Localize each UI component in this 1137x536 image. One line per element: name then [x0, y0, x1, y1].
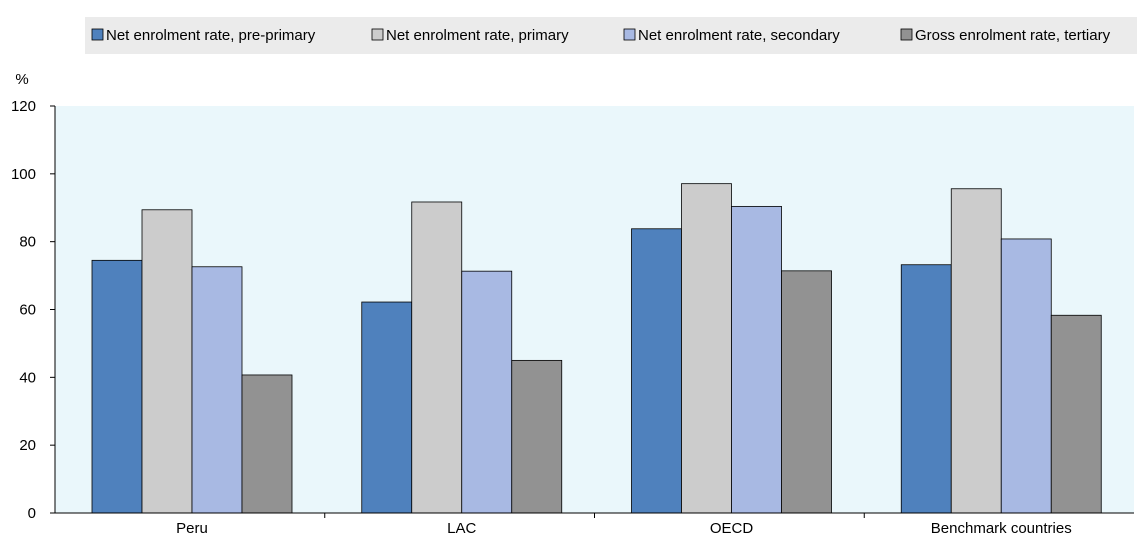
x-category-label: LAC [447, 520, 476, 536]
bar-oecd-series-3 [731, 205, 782, 514]
bar-benchmark-countries-series-4 [1050, 314, 1102, 514]
legend-label: Net enrolment rate, secondary [638, 27, 840, 44]
y-tick-label: 80 [19, 234, 36, 251]
legend-label: Gross enrolment rate, tertiary [915, 27, 1111, 44]
bar-lac-series-1 [361, 301, 413, 514]
x-axis: Peru LAC OECD Benchmark countries [55, 512, 1134, 536]
legend-label: Net enrolment rate, pre-primary [106, 27, 316, 44]
y-tick-label: 120 [11, 98, 36, 115]
bar-lac-series-4 [511, 359, 563, 514]
bar-peru-series-4 [241, 374, 293, 514]
legend-swatch [623, 28, 636, 41]
bar-oecd-series-1 [631, 228, 682, 514]
legend-label: Net enrolment rate, primary [386, 27, 569, 44]
bar-series-group [91, 183, 1102, 514]
y-axis-unit-label: % [15, 71, 28, 88]
bar-benchmark-countries-series-1 [900, 264, 952, 514]
bar-benchmark-countries-series-2 [950, 188, 1002, 514]
y-tick-label: 0 [28, 505, 36, 522]
x-category-label: Peru [176, 520, 208, 536]
legend-swatch [91, 28, 104, 41]
y-axis: 0 20 40 60 80 100 120 [11, 98, 56, 522]
y-tick-label: 100 [11, 166, 36, 183]
bar-peru-series-1 [91, 259, 143, 514]
bar-oecd-series-2 [681, 183, 732, 514]
legend-swatch [900, 28, 913, 41]
bar-oecd-series-4 [781, 270, 832, 514]
y-tick-label: 20 [19, 437, 36, 454]
legend-background [85, 17, 1137, 54]
bar-peru-series-2 [141, 209, 193, 514]
x-category-label: Benchmark countries [931, 520, 1072, 536]
bar-benchmark-countries-series-3 [1000, 238, 1052, 514]
y-tick-label: 60 [19, 302, 36, 319]
x-category-label: OECD [710, 520, 754, 536]
bar-lac-series-3 [461, 270, 513, 514]
bar-peru-series-3 [191, 266, 243, 514]
legend: Net enrolment rate, pre-primary Net enrol… [91, 27, 1111, 44]
legend-swatch [371, 28, 384, 41]
bar-lac-series-2 [411, 201, 463, 514]
y-tick-label: 40 [19, 369, 36, 386]
